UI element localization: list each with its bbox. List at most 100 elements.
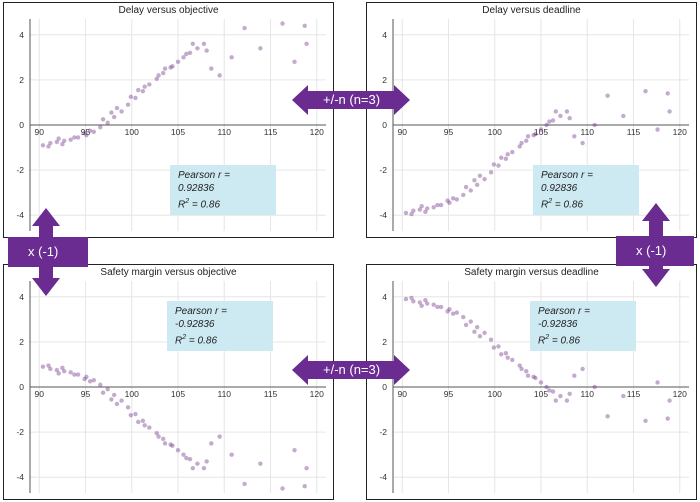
x-tick-label: 115 (264, 127, 278, 137)
scatter-point (445, 309, 450, 314)
scatter-point (450, 196, 456, 201)
scatter-point (175, 447, 181, 453)
scatter-point (409, 211, 414, 217)
scatter-point (454, 197, 460, 202)
scatter-point (409, 295, 414, 301)
x-tick-label: 100 (125, 127, 139, 137)
scatter-point (411, 208, 416, 213)
scatter-point (572, 134, 577, 139)
scatter-point (125, 102, 131, 107)
scatter-point (482, 176, 487, 182)
transform-label: +/-n (n=3) (323, 92, 381, 107)
scatter-point (75, 135, 81, 140)
scatter-point (128, 412, 134, 418)
scatter-point (72, 372, 77, 377)
y-tick-label: -4 (16, 210, 24, 220)
x-tick-label: 100 (488, 127, 502, 137)
scatter-point (592, 122, 597, 128)
scatter-point (40, 143, 46, 148)
scatter-point (133, 411, 138, 417)
scatter-point (114, 401, 120, 407)
scatter-point (60, 141, 65, 147)
x-tick-label: 120 (310, 389, 324, 399)
scatter-point (419, 303, 424, 309)
scatter-point (48, 140, 53, 146)
r-squared-label: R2 = 0.86 (538, 334, 580, 347)
x-tick-label: 90 (35, 127, 45, 137)
y-tick-label: -4 (16, 472, 24, 482)
scatter-point (105, 120, 110, 125)
scatter-point (503, 350, 509, 356)
scatter-point (168, 442, 173, 447)
scatter-point (643, 418, 648, 424)
x-tick-label: 105 (171, 127, 185, 137)
scatter-point (133, 95, 138, 101)
x-tick-label: 120 (310, 127, 324, 137)
chart-title: Delay versus objective (118, 5, 219, 16)
r-squared-label: R2 = 0.86 (175, 334, 217, 347)
scatter-point (503, 156, 509, 162)
scatter-point (461, 192, 466, 198)
scatter-point (519, 366, 524, 372)
scatter-point (114, 105, 120, 111)
x-tick-label: 95 (81, 389, 91, 399)
scatter-point (54, 367, 60, 373)
scatter-point (217, 73, 222, 78)
pearson-label: Pearson r = 0.92836 (541, 170, 593, 194)
scatter-point (468, 188, 473, 193)
scatter-point (499, 155, 504, 160)
scatter-point (48, 366, 53, 372)
scatter-point (201, 465, 207, 471)
x-tick-label: 90 (398, 127, 408, 137)
scatter-point (82, 130, 87, 136)
chart-title: Delay versus deadline (482, 5, 581, 16)
scatter-point (136, 419, 141, 425)
scatter-point (667, 109, 672, 114)
scatter-point (217, 434, 222, 439)
x-tick-label: 115 (627, 389, 641, 399)
scatter-point (229, 55, 234, 60)
scatter-point (482, 330, 487, 336)
scatter-point (190, 465, 195, 471)
scatter-point (181, 452, 186, 457)
y-tick-label: 2 (382, 75, 387, 85)
scatter-point (403, 296, 409, 302)
pearson-stat-box: Pearson r = 0.92836 R2 = 0.86 (170, 165, 276, 216)
x-tick-label: 100 (125, 389, 139, 399)
scatter-plot-delay-vs-deadline: 90 95 100 105 110 115 120 -4 -2 0 2 4 (379, 19, 689, 231)
scatter-point (580, 366, 585, 372)
y-tick-label: 0 (382, 120, 387, 130)
scatter-point (187, 456, 193, 462)
scatter-point (84, 374, 89, 380)
chart-panel-delay-vs-deadline: 90 95 100 105 110 115 120 -4 -2 0 2 4 Delay versus … (366, 2, 697, 238)
scatter-point (533, 131, 538, 137)
scatter-point (136, 87, 141, 93)
y-tick-label: 4 (382, 30, 387, 40)
scatter-point (474, 325, 480, 330)
scatter-point (431, 302, 436, 307)
scatter-point (181, 55, 186, 60)
x-tick-label: 95 (444, 389, 454, 399)
pearson-stat-box: Pearson r = -0.92836 R2 = 0.86 (167, 301, 273, 352)
scatter-point (621, 113, 626, 119)
scatter-point (184, 455, 189, 461)
scatter-point (488, 170, 494, 175)
r-squared-label: R2 = 0.86 (541, 198, 583, 211)
scatter-point (170, 64, 175, 69)
scatter-point (419, 203, 424, 209)
scatter-point (524, 138, 529, 143)
scatter-point (525, 134, 531, 139)
scatter-point (242, 481, 247, 487)
scatter-point (417, 300, 423, 305)
scatter-point (302, 484, 307, 489)
scatter-point (553, 109, 558, 114)
scatter-point (187, 50, 193, 56)
y-tick-label: 4 (19, 292, 24, 302)
scatter-point (204, 48, 209, 53)
y-tick-label: -2 (379, 427, 387, 437)
scatter-point (91, 378, 97, 383)
scatter-point (258, 461, 263, 466)
scatter-point (411, 299, 416, 304)
scatter-point (567, 116, 572, 121)
scatter-point (280, 21, 285, 26)
